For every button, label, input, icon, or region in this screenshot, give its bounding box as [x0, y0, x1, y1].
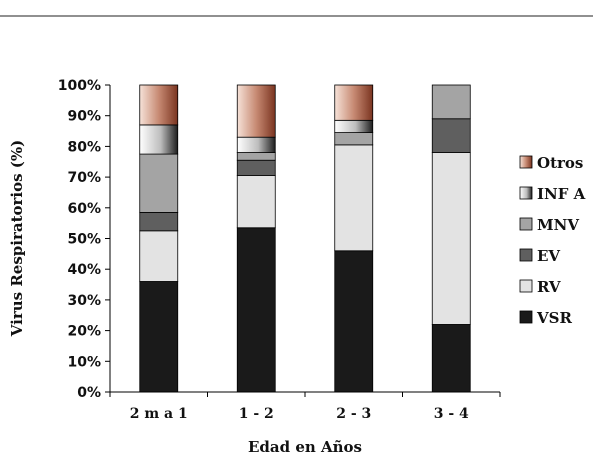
legend-label-inf-a: INF A [537, 185, 586, 203]
legend-swatch-otros [519, 155, 533, 169]
bar-segment-otros-1 [139, 84, 179, 126]
y-tick-label: 70% [67, 170, 101, 186]
bar-segment-ev-4 [431, 118, 471, 153]
y-tick-label: 60% [67, 201, 101, 217]
bar-segment-rv-2 [236, 175, 276, 229]
bar-segment-vsr-2 [236, 227, 276, 393]
bar-segment-ev-1 [139, 212, 179, 232]
bar-segment-otros-3 [334, 84, 374, 121]
x-tick-label: 3 - 4 [434, 406, 469, 422]
legend-label-ev: EV [537, 247, 560, 265]
bar-segment-rv-1 [139, 230, 179, 282]
legend-label-otros: Otros [537, 154, 583, 172]
bar-segment-inf-a-2 [236, 136, 276, 153]
legend-swatch-rv [519, 279, 533, 293]
bar-segment-inf-a-1 [139, 124, 179, 155]
bar-segment-inf-a-3 [334, 119, 374, 133]
x-tick-label: 1 - 2 [239, 406, 274, 422]
y-tick-label: 50% [67, 232, 101, 248]
bar-segment-mnv-1 [139, 153, 179, 213]
bar-segment-mnv-4 [431, 84, 471, 120]
y-tick-label: 20% [67, 324, 101, 340]
bar-segment-vsr-4 [431, 324, 471, 393]
bar-segment-mnv-3 [334, 132, 374, 146]
y-tick-label: 100% [58, 78, 101, 94]
bar-segment-rv-3 [334, 144, 374, 252]
bar-segment-otros-2 [236, 84, 276, 138]
bar-segment-vsr-1 [139, 281, 179, 393]
bar-segment-ev-2 [236, 159, 276, 176]
y-tick-label: 10% [67, 354, 101, 370]
x-axis-title: Edad en Años [248, 438, 362, 456]
legend-label-rv: RV [537, 278, 561, 296]
y-tick-label: 40% [67, 262, 101, 278]
y-ticks-group: 0% 10% 20% 30% 40% 50% 60% 70% 80% 90% 100% [58, 78, 110, 401]
legend-swatch-mnv [519, 217, 533, 231]
y-tick-label: 0% [77, 385, 101, 401]
y-axis-title: Virus Respiratorios (%) [8, 140, 26, 337]
x-ticks-group: 2 m a 1 1 - 2 2 - 3 3 - 4 [109, 392, 501, 422]
y-tick-label: 80% [67, 139, 101, 155]
y-tick-label: 30% [67, 293, 101, 309]
x-tick-label: 2 m a 1 [130, 406, 188, 422]
legend-swatch-inf-a [519, 186, 533, 200]
y-tick-label: 90% [67, 109, 101, 125]
legend: Otros INF A MNV EV RV VSR [519, 154, 586, 327]
legend-swatch-vsr [519, 310, 533, 324]
legend-label-vsr: VSR [536, 309, 572, 327]
bar-segment-vsr-3 [334, 250, 374, 393]
x-tick-label: 2 - 3 [336, 406, 371, 422]
bar-segment-rv-4 [431, 152, 471, 325]
legend-swatch-ev [519, 248, 533, 262]
legend-label-mnv: MNV [537, 216, 579, 234]
bars-group [139, 84, 471, 393]
bar-segment-mnv-2 [236, 152, 276, 161]
